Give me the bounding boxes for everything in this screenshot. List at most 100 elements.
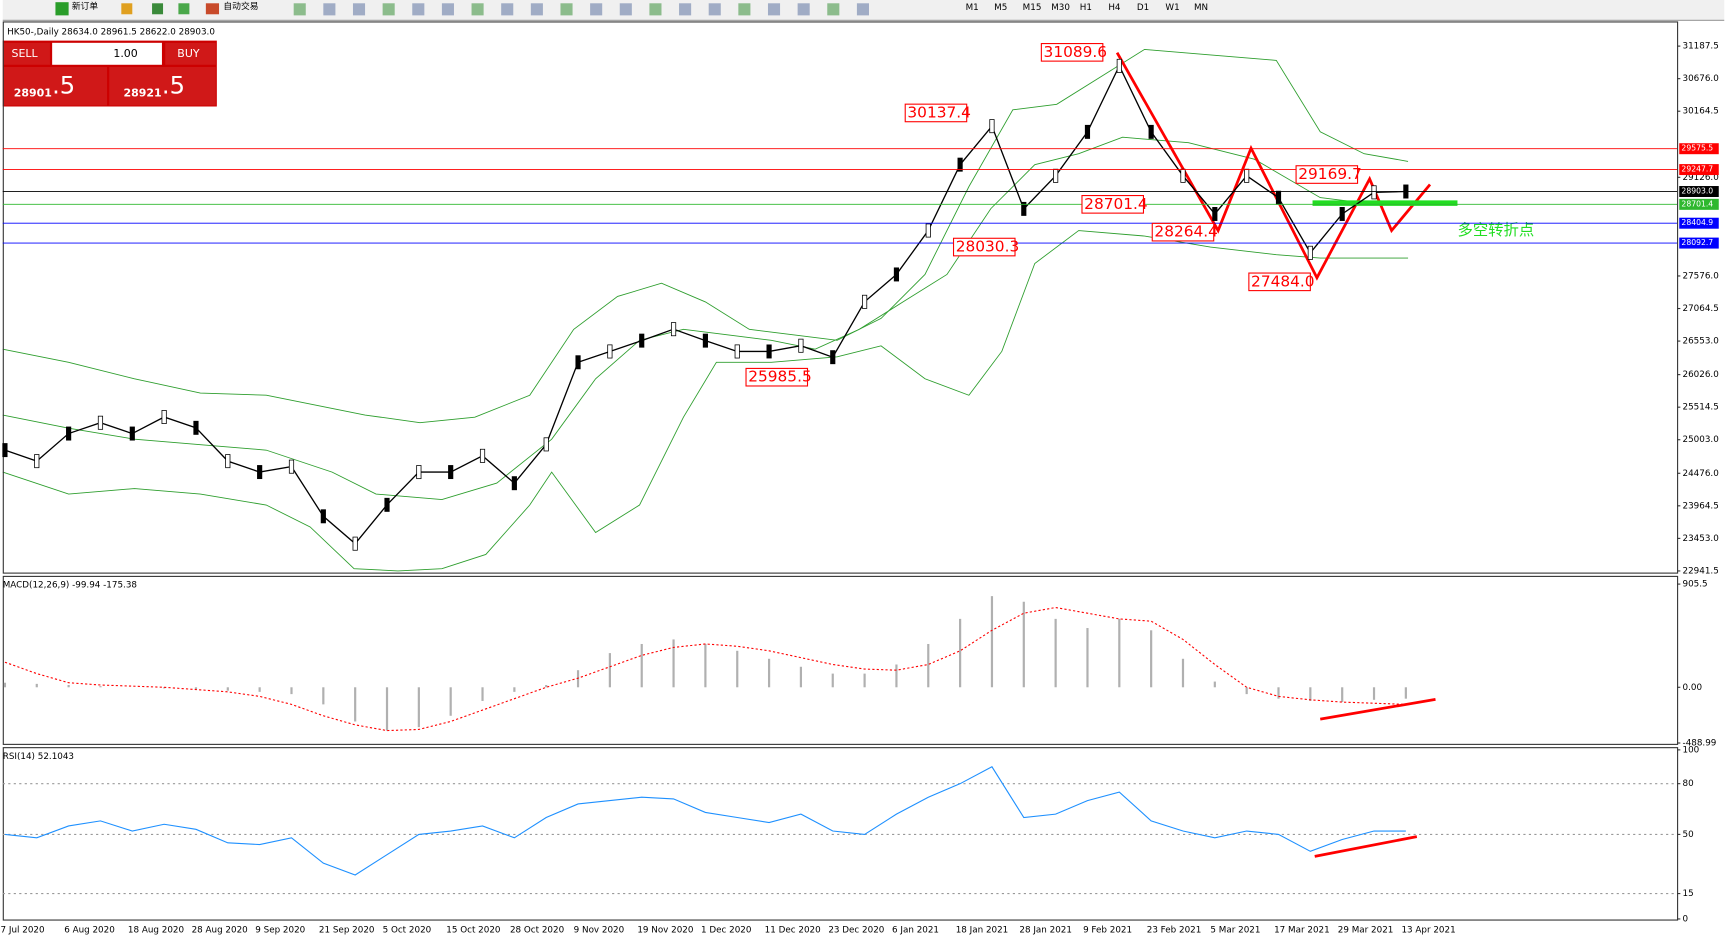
rsi-line [4,766,1406,876]
signal-line [4,606,1406,732]
tool-icon[interactable] [501,3,514,16]
x-tick-label: 18 Aug 2020 [128,925,184,935]
x-tick-label: 11 Dec 2020 [765,925,821,935]
y-tick-label: 100 [1683,745,1700,755]
tool-icon[interactable] [590,3,603,16]
annotation-box [745,367,809,387]
candle [734,344,740,359]
timeframe[interactable]: D1 [1137,3,1149,13]
timeframe[interactable]: H1 [1080,3,1092,13]
y-tick-label: 23964.5 [1683,501,1719,511]
tool-icon[interactable] [471,3,484,16]
price-tag [1679,186,1719,198]
lot-input[interactable] [52,42,162,65]
price-tag [1679,237,1719,249]
annotation-box [1295,165,1359,184]
annotation-label: 28701.4 [1084,195,1148,213]
candle [639,333,645,348]
timeframe[interactable]: M15 [1023,3,1042,13]
tool-icon[interactable] [827,3,840,16]
y-tick-label: 26026.0 [1683,370,1719,380]
candle [161,410,167,424]
ask-price[interactable]: 28921 [124,86,162,99]
tool-icon[interactable] [412,3,425,16]
buy-button[interactable] [165,42,216,65]
candle [320,509,326,524]
panel-frame [2,21,1679,574]
tool-icon[interactable] [797,3,810,16]
icon[interactable] [121,3,133,15]
tool-icon[interactable] [708,3,721,16]
candle [2,443,8,458]
candle [511,476,517,491]
tool-icon[interactable] [293,3,306,16]
timeframe[interactable]: M1 [966,3,979,13]
auto-trading[interactable]: 自动交易 [223,0,258,12]
icon[interactable] [152,3,164,15]
price-tag-label: 28701.4 [1681,199,1713,208]
tool-icon[interactable] [856,3,869,16]
candle [1244,168,1250,183]
candle [384,497,390,512]
indicator-title: MACD(12,26,9) -99.94 -175.38 [3,581,137,591]
x-tick-label: 23 Feb 2021 [1147,925,1202,935]
tool-icon[interactable] [382,3,395,16]
sell-label[interactable]: SELL [12,47,39,60]
trend-annotations [1115,52,1436,858]
tool-icon[interactable] [767,3,781,16]
y-tick-label: 25514.5 [1683,403,1719,413]
tool-icon[interactable] [560,3,573,16]
ask-box[interactable] [109,66,216,106]
candle [97,415,104,430]
y-tick-label: 30676.0 [1683,74,1719,84]
bollinger-bands [2,48,1409,572]
annotation-label: 31089.6 [1044,43,1108,61]
candle [1307,245,1313,260]
tool-icon[interactable] [352,3,366,16]
candle [1148,124,1154,139]
sell-button[interactable] [3,42,50,65]
timeframe[interactable]: H4 [1108,3,1121,13]
buy-label[interactable]: BUY [177,47,200,60]
tool-icon[interactable] [619,3,632,16]
y-tick-label: 0.00 [1683,683,1703,693]
y-tick-label: 905.5 [1683,580,1708,590]
timeframe[interactable]: MN [1194,3,1208,13]
x-tick-label: 28 Oct 2020 [510,925,564,935]
candle [1371,185,1377,200]
candle [352,536,358,551]
candle [34,454,40,469]
ask-fraction[interactable]: .5 [162,72,185,100]
bid-fraction[interactable]: .5 [52,72,75,100]
timeframe[interactable]: W1 [1165,3,1179,13]
candle [543,437,549,452]
lot-value[interactable]: 1.00 [113,47,137,60]
x-tick-label: 21 Sep 2020 [319,925,375,935]
tool-icon[interactable] [323,3,336,16]
icon[interactable] [178,3,190,15]
tool-icon[interactable] [738,3,751,16]
candle [129,426,135,441]
candle [989,119,995,134]
y-tick-label: 23453.0 [1683,534,1719,544]
bid-price[interactable]: 28901 [14,86,52,99]
x-tick-label: 6 Jan 2021 [892,925,939,935]
tool-icon[interactable] [649,3,662,16]
timeframe[interactable]: M30 [1051,3,1070,13]
tool-icon[interactable] [530,3,543,16]
y-tick-label: 26553.0 [1683,337,1719,347]
auto-trading-icon[interactable] [205,3,220,15]
tool-icon[interactable] [679,3,692,16]
candle [288,459,295,474]
timeframe[interactable]: M5 [994,3,1007,13]
candle [1339,207,1345,221]
x-tick-label: 1 Dec 2020 [701,925,751,935]
upper-band [2,48,1409,424]
new-order-icon[interactable] [55,2,69,16]
tool-icon[interactable] [441,3,454,16]
candle [607,344,613,359]
bid-box[interactable] [3,66,108,106]
new-order[interactable]: 新订单 [72,0,99,12]
